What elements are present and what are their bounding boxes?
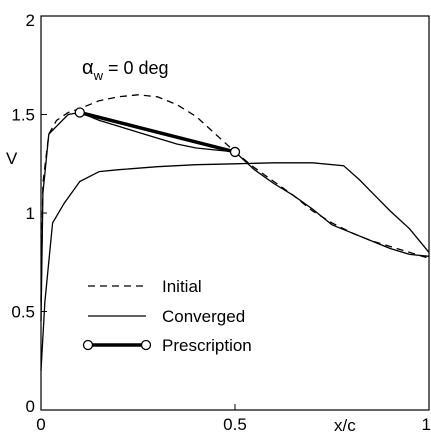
y-tick-label: 1 (26, 204, 35, 223)
x-tick-label: 0 (36, 415, 45, 434)
converged-curve-lower (40, 162, 430, 371)
y-tick-label: 0.5 (11, 303, 35, 322)
initial-curve (40, 94, 430, 302)
x-tick-label: 1 (422, 415, 431, 434)
legend-label-prescription: Prescription (162, 336, 252, 355)
legend-endpoint (82, 339, 94, 351)
data-series (40, 94, 430, 371)
y-tick-label: 1.5 (11, 106, 35, 125)
legend-endpoint (140, 339, 152, 351)
x-axis-label: x/c (334, 416, 356, 435)
alpha-value: = 0 deg (103, 58, 169, 78)
y-tick-label: 0 (26, 397, 35, 416)
prescription-line (79, 110, 236, 154)
legend-label-initial: Initial (162, 277, 202, 296)
axis-ticks: 0 0.5 1 0 0.5 1 1.5 2 (11, 11, 431, 434)
alpha-subscript: w (93, 68, 104, 83)
alpha-symbol: α (82, 57, 94, 79)
y-tick-label: 2 (26, 11, 35, 30)
y-axis-label: V (6, 149, 18, 168)
converged-curve-upper (40, 111, 430, 322)
legend-label-converged: Converged (162, 307, 245, 326)
prescription-endpoint (229, 146, 241, 158)
legend: Initial Converged Prescription (82, 277, 252, 355)
prescription-endpoint (74, 107, 85, 118)
x-tick-label: 0.5 (223, 415, 247, 434)
alpha-annotation: αw = 0 deg (82, 57, 169, 83)
